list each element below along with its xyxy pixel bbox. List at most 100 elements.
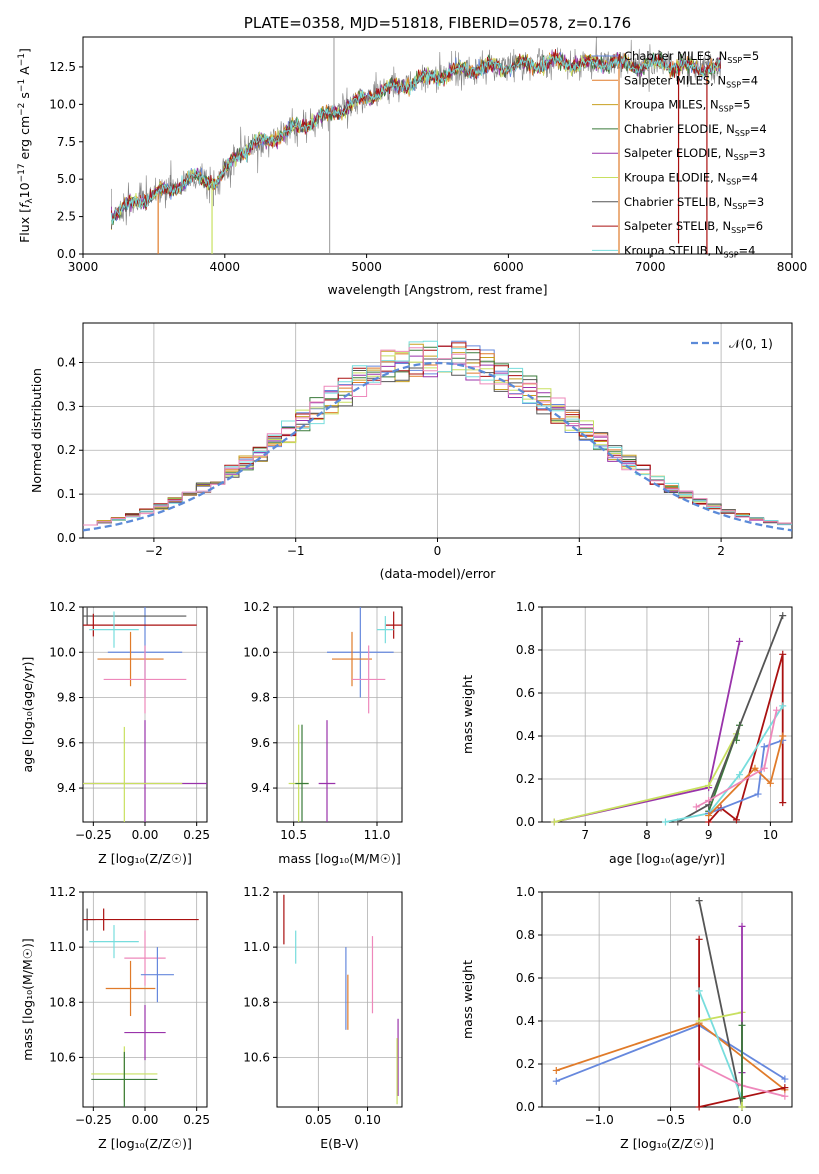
age-vs-metallicity-panel: −0.25 0.00 0.25 9.4 9.6 9.8 10.0 10.2 Z [log₁₀(Z… <box>20 600 210 866</box>
data-point-marker <box>552 1077 560 1085</box>
x-tick-label: 1 <box>575 544 583 558</box>
y-tick-label: 0.0 <box>516 1100 535 1114</box>
y-tick-label: 9.8 <box>57 691 76 705</box>
y-axis-label: age [log₁₀(age/yr)] <box>20 657 35 773</box>
x-tick-label: 0 <box>434 544 442 558</box>
x-axis-label: wavelength [Angstrom, rest frame] <box>327 282 547 297</box>
legend-entry: Salpeter ELODIE, NSSP=3 <box>624 146 766 162</box>
y-tick-label: 9.4 <box>251 781 270 795</box>
y-tick-label: 10.2 <box>243 600 270 614</box>
residual-histogram-step <box>83 340 792 526</box>
x-axis-label: (data-model)/error <box>380 566 497 581</box>
y-tick-label: 11.0 <box>49 940 76 954</box>
x-tick-label: 0.25 <box>183 1113 210 1127</box>
plot-frame <box>276 891 403 1108</box>
y-tick-label: 10.6 <box>49 1050 76 1064</box>
y-tick-label: 5.0 <box>57 172 76 186</box>
x-tick-label: 10.5 <box>280 828 307 842</box>
mass-weight-vs-metallicity-panel: −1.0 −0.5 0.0 0.0 0.2 0.4 0.6 0.8 1.0 Z [log₁₀(Z/… <box>460 885 793 1151</box>
y-tick-label: 10.0 <box>49 97 76 111</box>
y-tick-label: 0.6 <box>516 971 535 985</box>
mass-weight-line <box>698 939 786 1107</box>
data-point-marker <box>552 1066 560 1074</box>
x-axis-label: Z [log₁₀(Z/Z☉)] <box>98 1136 192 1151</box>
y-tick-label: 11.2 <box>49 885 76 899</box>
data-point-marker <box>738 922 746 930</box>
x-tick-label: 2 <box>717 544 725 558</box>
y-tick-label: 10.0 <box>49 645 76 659</box>
data-point-marker <box>781 1075 789 1083</box>
plot-frame <box>541 891 793 1108</box>
y-tick-label: 0.2 <box>516 772 535 786</box>
y-axis-label: mass weight <box>460 675 475 754</box>
legend-entry: Kroupa STELIB, NSSP=4 <box>624 243 755 259</box>
y-axis-label: Flux [fλ10−17 erg cm−2 s−1 A−1] <box>17 48 35 243</box>
x-tick-label: 3000 <box>68 260 99 274</box>
legend-entry: Salpeter MILES, NSSP=4 <box>624 73 758 89</box>
data-point-marker <box>781 1084 789 1092</box>
x-tick-label: −1.0 <box>585 1113 614 1127</box>
y-tick-label: 7.5 <box>57 135 76 149</box>
data-point-marker <box>550 818 558 826</box>
y-tick-label: 0.8 <box>516 928 535 942</box>
data-point-marker <box>779 650 787 658</box>
data-point-marker <box>773 706 781 714</box>
x-tick-label: 0.0 <box>732 1113 751 1127</box>
y-tick-label: 10.2 <box>49 600 76 614</box>
x-axis-label: age [log₁₀(age/yr)] <box>609 851 725 866</box>
y-tick-label: 0.8 <box>516 643 535 657</box>
data-point-marker <box>736 771 744 779</box>
x-tick-label: −1 <box>287 544 305 558</box>
y-tick-label: 11.0 <box>243 940 270 954</box>
x-axis-label: mass [log₁₀(M/M☉)] <box>278 851 400 866</box>
y-tick-label: 11.2 <box>243 885 270 899</box>
x-tick-label: 9 <box>705 828 713 842</box>
y-tick-label: 0.4 <box>57 355 76 369</box>
data-point-marker <box>751 764 759 772</box>
y-tick-label: 1.0 <box>516 600 535 614</box>
x-tick-label: 7000 <box>635 260 666 274</box>
x-tick-label: 0.25 <box>183 828 210 842</box>
data-point-marker <box>695 1060 703 1068</box>
mass-weight-line <box>698 900 743 1107</box>
x-tick-label: −0.5 <box>656 1113 685 1127</box>
data-point-marker <box>760 743 768 751</box>
data-point-marker <box>695 1103 703 1111</box>
spectrum-panel: 3000 4000 5000 6000 7000 8000 0.0 2.5 5.0 7.5 10.0… <box>17 14 807 297</box>
mass-weight-line <box>698 990 743 1099</box>
data-point-marker <box>695 935 703 943</box>
mass-weight-line <box>695 710 778 808</box>
x-axis-label: Z [log₁₀(Z/Z☉)] <box>620 1136 714 1151</box>
y-tick-label: 9.8 <box>251 691 270 705</box>
x-tick-label: −0.25 <box>75 1113 112 1127</box>
mass-weight-vs-age-panel: 7 8 9 10 0.0 0.2 0.4 0.6 0.8 1.0 age [log₁₀(age/yr… <box>460 600 793 866</box>
x-tick-label: 8000 <box>777 260 808 274</box>
y-tick-label: 0.2 <box>516 1057 535 1071</box>
mass-weight-line <box>708 735 784 817</box>
data-point-marker <box>695 987 703 995</box>
legend-entry: Salpeter STELIB, NSSP=6 <box>624 219 763 235</box>
legend-entry: Chabrier STELIB, NSSP=3 <box>624 195 764 211</box>
data-point-marker <box>781 1092 789 1100</box>
y-tick-label: 9.6 <box>57 736 76 750</box>
data-point-marker <box>760 764 768 772</box>
y-tick-label: 10.8 <box>49 995 76 1009</box>
data-point-marker <box>738 1021 746 1029</box>
residual-histogram-panel: −2 −1 0 1 2 0.0 0.1 0.2 0.3 0.4 𝒩(0, 1) (data-model… <box>29 322 793 581</box>
data-point-marker <box>732 816 740 824</box>
data-point-marker <box>779 732 787 740</box>
legend-entry: Chabrier MILES, NSSP=5 <box>624 49 759 65</box>
y-tick-label: 0.4 <box>516 729 535 743</box>
data-point-marker <box>692 803 700 811</box>
y-tick-label: 10.6 <box>243 1050 270 1064</box>
y-tick-label: 9.4 <box>57 781 76 795</box>
data-point-marker <box>705 781 713 789</box>
x-tick-label: 6000 <box>493 260 524 274</box>
x-tick-label: 5000 <box>351 260 382 274</box>
data-point-marker <box>738 1103 746 1111</box>
residual-histogram-step <box>83 347 792 526</box>
x-tick-label: 0.05 <box>305 1113 332 1127</box>
plot-frame <box>276 606 403 823</box>
data-point-marker <box>705 812 713 820</box>
